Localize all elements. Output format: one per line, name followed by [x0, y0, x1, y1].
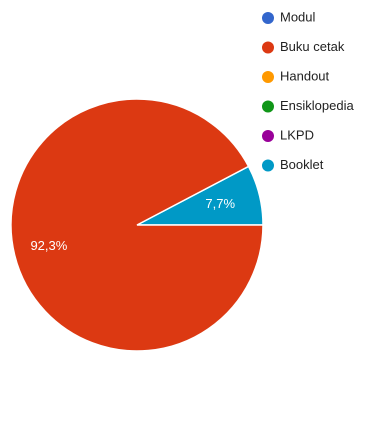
legend: Modul Buku cetak Handout Ensiklopedia LKPD Bo… — [262, 9, 354, 172]
legend-label-modul: Modul — [280, 9, 316, 24]
legend-item-lkpd: LKPD — [262, 127, 314, 142]
legend-swatch-ensiklopedia — [262, 100, 274, 113]
slices-layer — [10, 98, 264, 352]
legend-label-ensiklopedia: Ensiklopedia — [280, 98, 354, 113]
legend-swatch-modul — [262, 12, 274, 24]
legend-label-lkpd: LKPD — [280, 127, 314, 142]
legend-item-ensiklopedia: Ensiklopedia — [262, 98, 354, 113]
legend-swatch-buku-cetak — [262, 41, 274, 54]
legend-item-modul: Modul — [262, 9, 316, 24]
legend-item-buku-cetak: Buku cetak — [262, 39, 345, 54]
legend-swatch-lkpd — [262, 130, 274, 142]
data-label-buku-cetak: 92,3% — [30, 238, 67, 253]
slice-labels-layer: 7,7% 92,3% — [30, 196, 235, 253]
legend-label-booklet: Booklet — [280, 157, 324, 172]
data-label-booklet: 7,7% — [205, 196, 235, 211]
legend-label-buku-cetak: Buku cetak — [280, 39, 345, 54]
slice-buku-cetak — [10, 98, 264, 352]
legend-swatch-booklet — [262, 159, 274, 172]
legend-swatch-handout — [262, 71, 274, 83]
legend-item-booklet: Booklet — [262, 157, 324, 172]
legend-item-handout: Handout — [262, 68, 330, 83]
legend-label-handout: Handout — [280, 68, 330, 83]
